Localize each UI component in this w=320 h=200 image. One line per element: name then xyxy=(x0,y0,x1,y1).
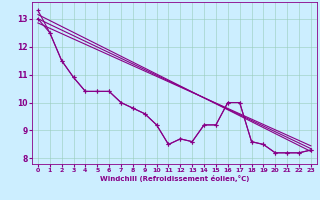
X-axis label: Windchill (Refroidissement éolien,°C): Windchill (Refroidissement éolien,°C) xyxy=(100,175,249,182)
